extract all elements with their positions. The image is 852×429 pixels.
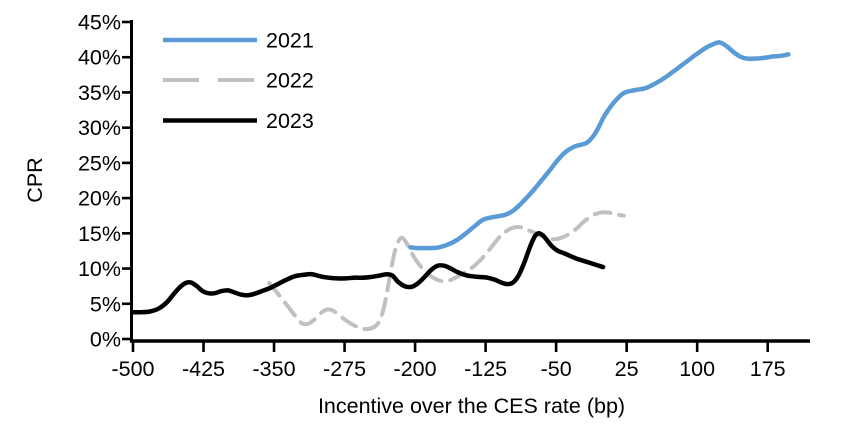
series-line-2021 — [408, 40, 791, 251]
y-tick-label: 0% — [90, 328, 121, 352]
x-tick-label: -125 — [464, 357, 507, 381]
y-tick-label: 40% — [78, 46, 121, 70]
x-tick-label: -350 — [253, 357, 296, 381]
y-tick-label: 20% — [78, 187, 121, 211]
series-line-2022 — [267, 210, 626, 332]
x-tick-label: -200 — [394, 357, 437, 381]
y-tick-label: 45% — [78, 11, 121, 35]
series-line-2023 — [130, 231, 606, 315]
x-tick-label: -500 — [111, 357, 154, 381]
x-tick-label: 25 — [615, 357, 639, 381]
y-tick-label: 30% — [78, 116, 121, 140]
y-tick-label: 5% — [90, 292, 121, 316]
x-tick-label: -275 — [323, 357, 366, 381]
legend-label-2023: 2023 — [266, 109, 314, 133]
y-tick-label: 15% — [78, 222, 121, 246]
x-tick-label: -50 — [541, 357, 572, 381]
y-tick-label: 10% — [78, 257, 121, 281]
legend-label-2022: 2022 — [266, 69, 314, 93]
x-axis-title: Incentive over the CES rate (bp) — [318, 394, 625, 418]
x-tick-label: -425 — [182, 357, 225, 381]
y-axis-title: CPR — [23, 157, 47, 202]
x-tick-label: 100 — [679, 357, 715, 381]
y-tick-label: 25% — [78, 151, 121, 175]
y-tick-label: 35% — [78, 81, 121, 105]
x-tick-label: 175 — [750, 357, 786, 381]
legend-label-2021: 2021 — [266, 29, 314, 53]
